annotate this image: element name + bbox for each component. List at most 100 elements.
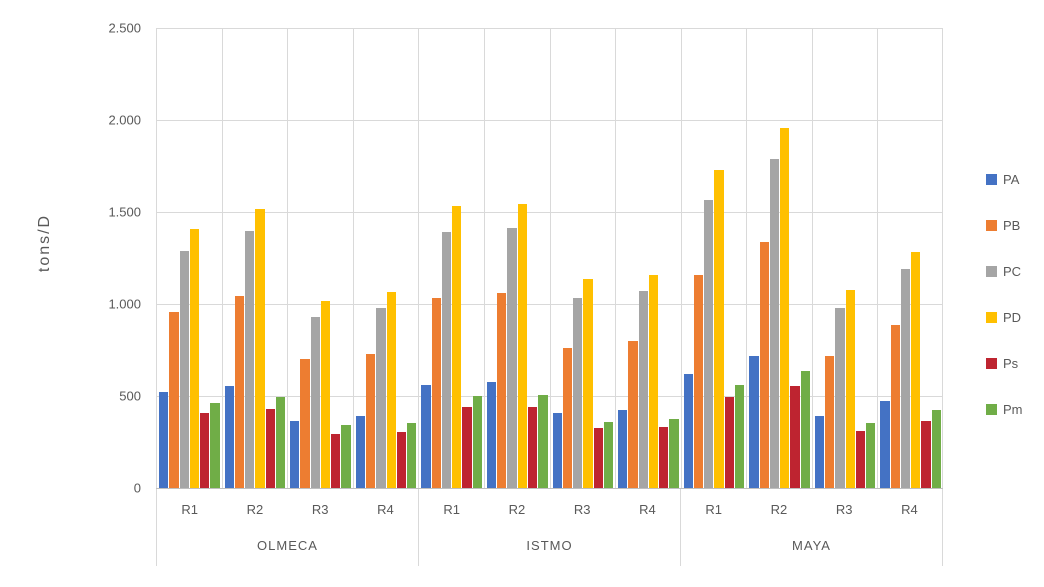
y-tick-label: 1.000 (108, 296, 141, 312)
legend-label: Ps (1003, 356, 1019, 371)
bar-pa (552, 412, 562, 488)
bar-pc (704, 200, 714, 488)
bar-pa (159, 392, 169, 488)
bar-pc (310, 316, 320, 488)
legend-item-ps: Ps (986, 356, 1023, 371)
bar-pm (669, 419, 679, 488)
bar-pm (538, 395, 548, 488)
category-label: R2 (770, 501, 788, 517)
y-axis-ticks: 2.500 2.000 1.500 1.000 500 0 (0, 0, 141, 587)
bar-pd (845, 290, 855, 488)
bar-pa (749, 355, 759, 488)
region-label: MAYA (792, 538, 831, 553)
bar-pc (507, 227, 517, 488)
category-label-row: R1 R2 R3 R4 (681, 489, 942, 529)
category-label: R4 (901, 501, 918, 517)
bar-pc (638, 291, 648, 488)
bar-group-r2-1 (221, 28, 288, 488)
bar-pc (245, 231, 255, 488)
bar-ps (265, 408, 275, 488)
bar-ps (593, 428, 603, 488)
bar-pc (179, 250, 189, 488)
bar-group-r3-10 (811, 28, 878, 488)
bar-pa (421, 384, 431, 488)
category-label: R3 (573, 501, 591, 517)
legend-item-pc: PC (986, 264, 1023, 279)
region-label: ISTMO (526, 538, 573, 553)
legend-swatch-icon (986, 312, 997, 323)
bar-group-r3-2 (287, 28, 353, 488)
bar-pd (452, 206, 462, 488)
category-label: R1 (705, 501, 722, 517)
bar-pb (366, 353, 376, 488)
bar-pd (320, 301, 331, 488)
bar-pm (800, 371, 810, 488)
bar-ps (724, 396, 734, 488)
legend-swatch-icon (986, 174, 997, 185)
category-label: R1 (181, 501, 198, 517)
bar-pa (355, 416, 366, 488)
bar-pm (734, 384, 745, 488)
bar-pa (814, 416, 825, 488)
bar-pd (911, 251, 921, 488)
bar-pm (603, 421, 614, 488)
bar-pd (386, 292, 396, 488)
category-label: R4 (639, 501, 656, 517)
category-label-row: R1 R2 R3 R4 (157, 489, 418, 529)
legend-swatch-icon (986, 358, 997, 369)
legend-swatch-icon (986, 404, 997, 415)
bar-pd (648, 274, 659, 488)
bar-pm (931, 409, 941, 488)
bar-pa (486, 382, 497, 488)
category-label-row: R1 R2 R3 R4 (419, 489, 680, 529)
legend-label: PC (1003, 264, 1022, 279)
legend: PA PB PC PD Ps Pm (986, 172, 1023, 417)
bar-pd (189, 228, 200, 488)
region-olmeca: R1 R2 R3 R4 OLMECA (156, 489, 418, 566)
legend-item-pb: PB (986, 218, 1023, 233)
bar-pc (835, 307, 845, 488)
bar-pb (628, 340, 638, 488)
bar-pc (376, 307, 386, 488)
bar-pc (441, 232, 452, 488)
y-tick-label: 2.500 (108, 20, 141, 36)
bar-group-r4-3 (352, 28, 419, 488)
bar-pa (683, 373, 693, 488)
bar-pc (769, 158, 780, 488)
y-tick-label: 1.500 (108, 204, 141, 220)
bar-ps (396, 431, 407, 488)
bar-group-r4-11 (877, 28, 943, 488)
bar-pa (880, 400, 890, 488)
bar-pm (866, 422, 876, 488)
bar-group-r2-5 (483, 28, 550, 488)
bar-pd (255, 209, 265, 488)
bar-pd (517, 203, 527, 488)
bar-pm (341, 425, 351, 488)
category-label: R1 (443, 501, 460, 517)
bar-pd (780, 128, 790, 488)
plot-right-gridline (942, 28, 943, 488)
bar-pa (224, 385, 234, 488)
bar-ps (659, 427, 669, 488)
bar-pc (900, 269, 911, 488)
bar-group-r1-0 (156, 28, 222, 488)
bar-ps (527, 407, 538, 488)
legend-swatch-icon (986, 220, 997, 231)
category-label: R3 (311, 501, 329, 517)
bar-pm (407, 422, 417, 488)
legend-label: PA (1003, 172, 1020, 187)
bar-pb (234, 295, 245, 488)
region-istmo: R1 R2 R3 R4 ISTMO (418, 489, 680, 566)
bar-pb (825, 355, 835, 488)
category-label: R2 (246, 501, 264, 517)
bar-group-r2-9 (746, 28, 812, 488)
bar-ps (855, 430, 866, 488)
category-label: R2 (508, 501, 526, 517)
bar-pb (693, 275, 704, 488)
legend-label: PB (1003, 218, 1021, 233)
legend-swatch-icon (986, 266, 997, 277)
bar-pb (759, 242, 769, 488)
bar-group-r3-6 (549, 28, 616, 488)
region-label: OLMECA (257, 538, 318, 553)
